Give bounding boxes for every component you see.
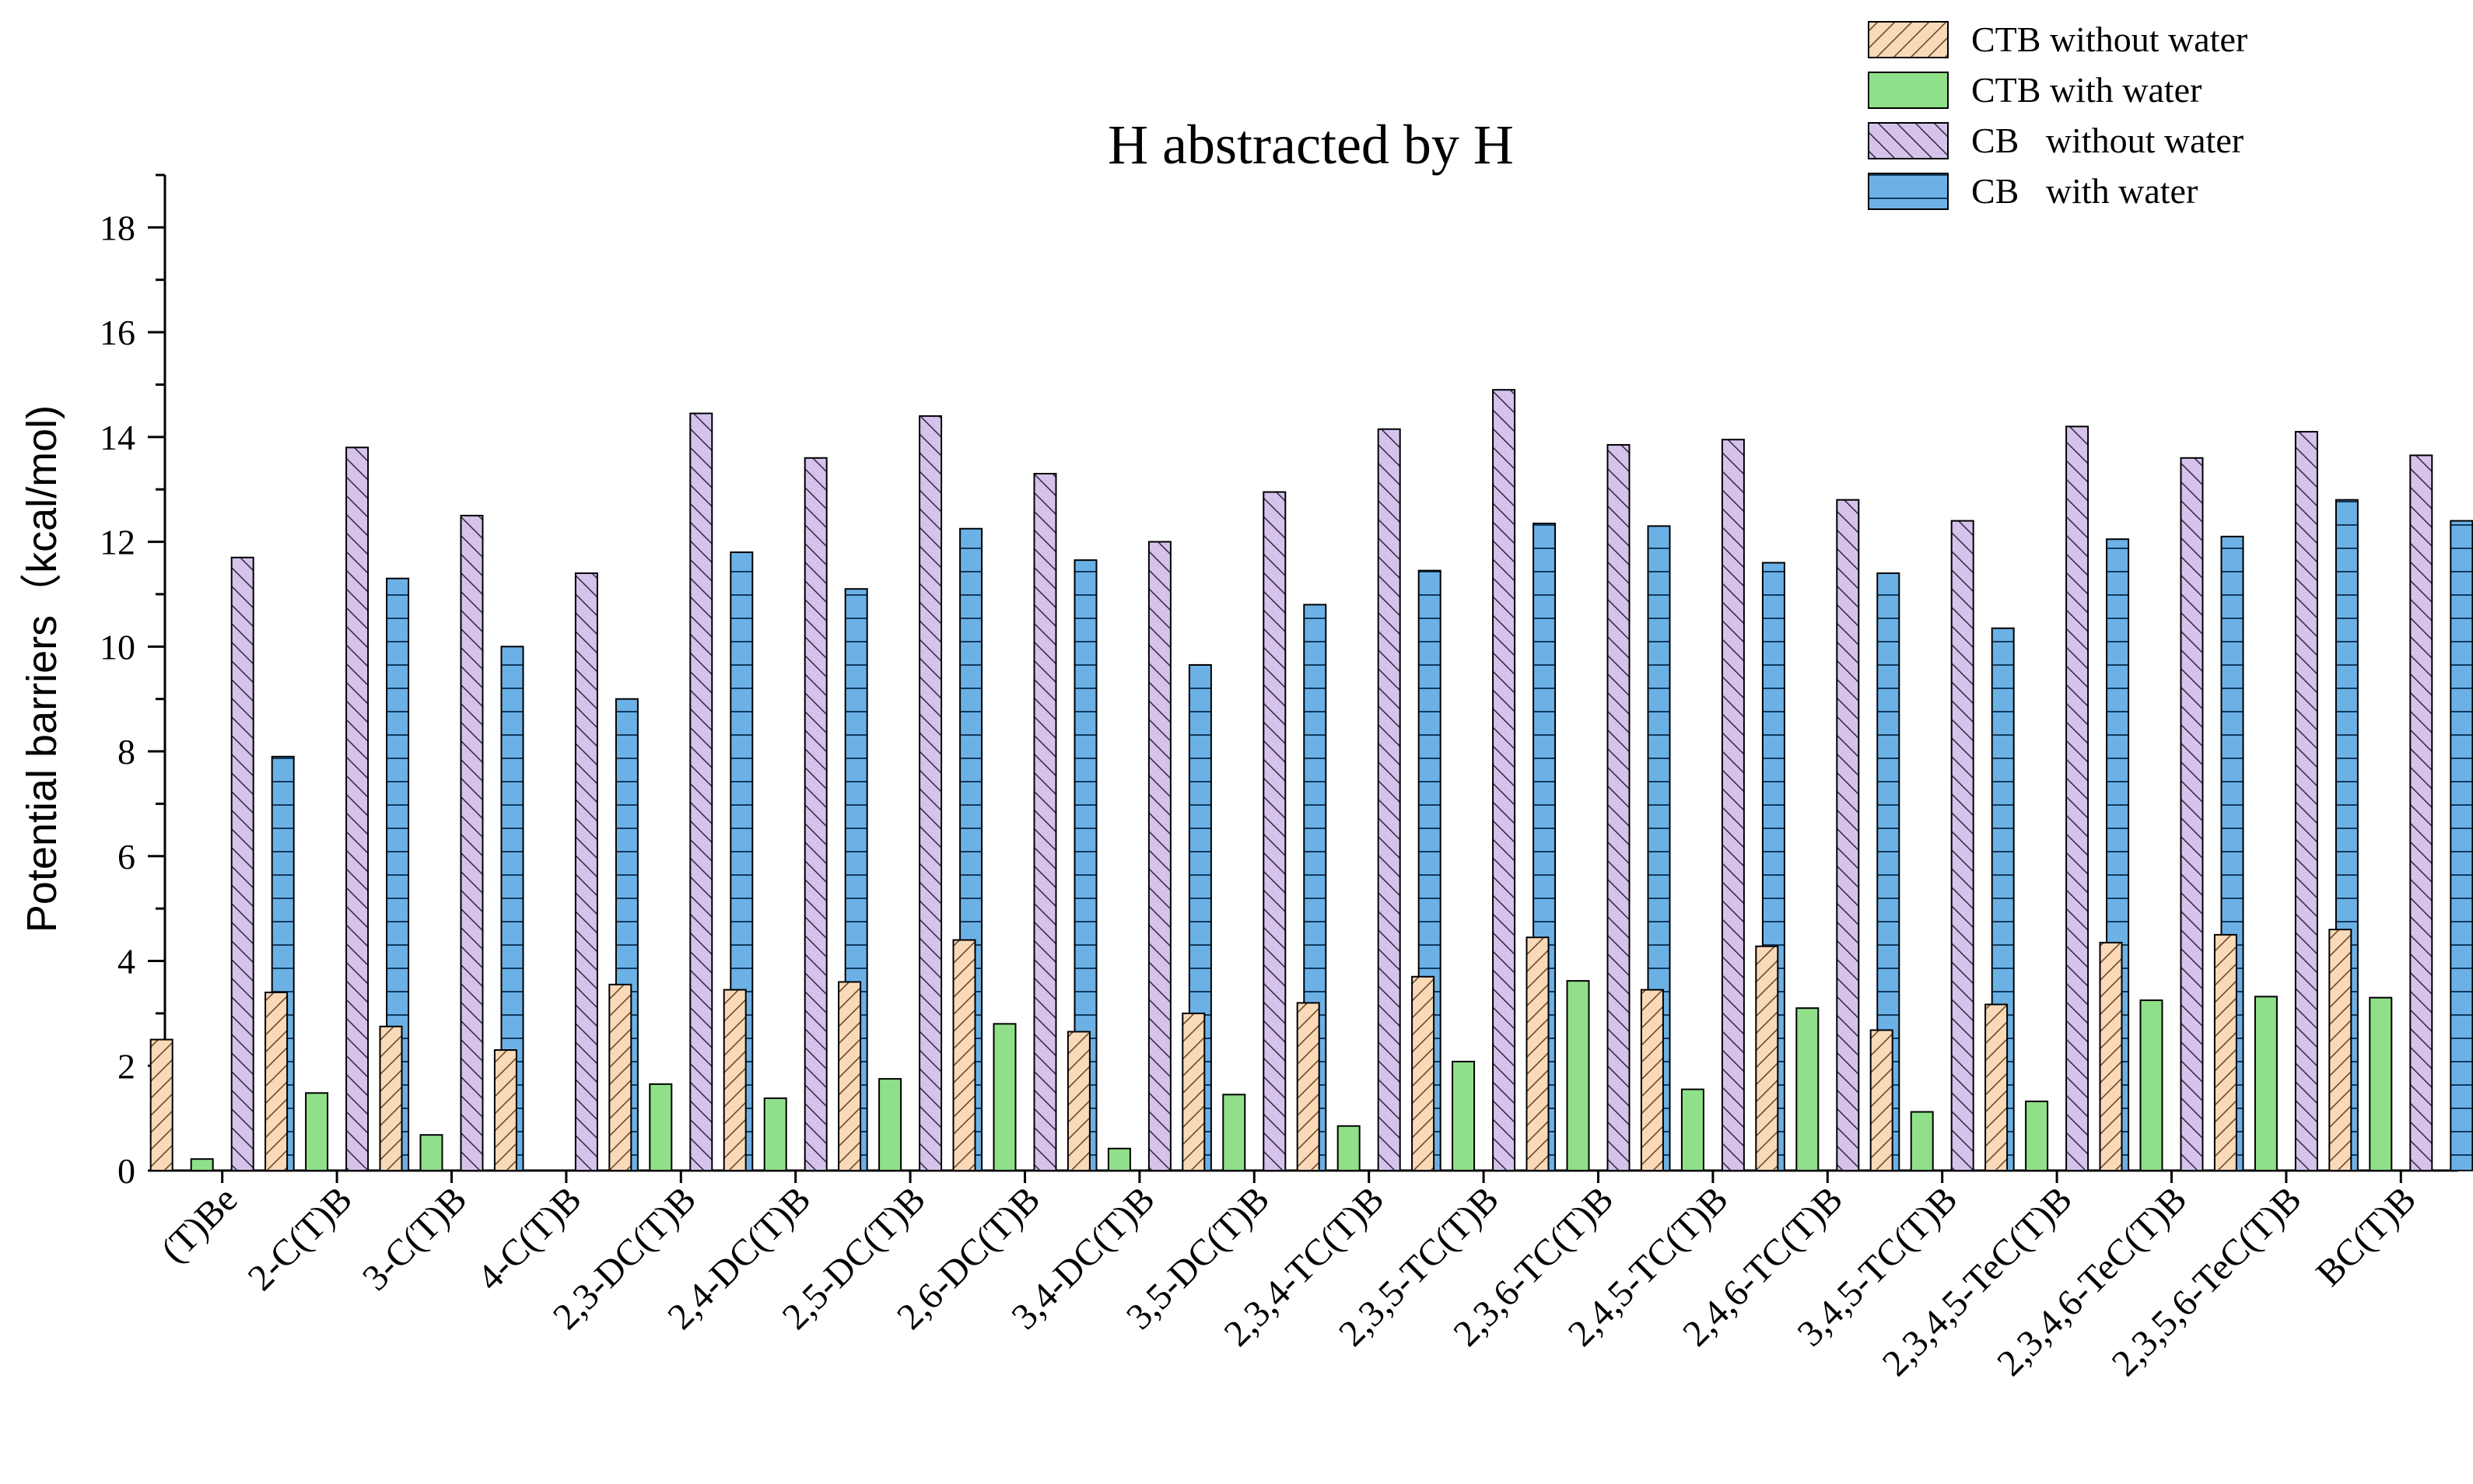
bar[interactable]: [1182, 1012, 1206, 1172]
y-tick-label: 16: [100, 313, 135, 352]
bar[interactable]: [419, 1134, 443, 1171]
y-tick-label: 2: [117, 1046, 135, 1086]
bar[interactable]: [2254, 996, 2278, 1171]
bar[interactable]: [838, 981, 862, 1171]
bar[interactable]: [345, 446, 370, 1171]
bar[interactable]: [804, 457, 828, 1171]
bar[interactable]: [993, 1023, 1017, 1171]
bar[interactable]: [1910, 1111, 1934, 1171]
bar[interactable]: [149, 1038, 173, 1172]
bar[interactable]: [2369, 996, 2393, 1171]
bar[interactable]: [2409, 454, 2433, 1171]
bar[interactable]: [2065, 425, 2089, 1171]
bar[interactable]: [649, 1083, 673, 1172]
bar[interactable]: [1984, 1003, 2009, 1172]
bar[interactable]: [1411, 975, 1435, 1171]
legend-swatch: [1868, 122, 1949, 159]
y-tick-label: 8: [117, 732, 135, 772]
y-tick-label: 12: [100, 523, 135, 562]
bar[interactable]: [1836, 499, 1860, 1171]
bar[interactable]: [2328, 929, 2352, 1171]
legend-label: CB with water: [1971, 171, 2198, 211]
bar[interactable]: [574, 572, 598, 1171]
bar[interactable]: [1263, 491, 1287, 1171]
bar[interactable]: [1107, 1147, 1131, 1172]
x-tick-label: 2-C(T)B: [240, 1178, 360, 1298]
bar[interactable]: [460, 514, 484, 1171]
bar[interactable]: [2139, 999, 2163, 1171]
x-tick-label: 4-C(T)B: [469, 1178, 589, 1298]
legend-swatch: [1868, 72, 1949, 109]
legend-label: CTB with water: [1971, 70, 2202, 110]
bar[interactable]: [763, 1097, 787, 1172]
legend: CTB without water CTB with water CB withou…: [1868, 19, 2247, 211]
bar[interactable]: [1606, 443, 1631, 1171]
bar[interactable]: [919, 415, 943, 1171]
y-axis-label: Potential barriers（kcal/mol): [19, 405, 65, 933]
bar[interactable]: [1640, 989, 1664, 1172]
bar[interactable]: [190, 1158, 214, 1172]
bar[interactable]: [689, 412, 713, 1171]
bar[interactable]: [1336, 1125, 1361, 1171]
bar[interactable]: [952, 939, 976, 1172]
bar[interactable]: [2025, 1101, 2049, 1172]
bar[interactable]: [305, 1092, 329, 1171]
bar[interactable]: [1296, 1002, 1320, 1171]
bar[interactable]: [2099, 941, 2123, 1172]
bar[interactable]: [2294, 431, 2318, 1171]
bar[interactable]: [1721, 439, 1745, 1171]
bar[interactable]: [1452, 1060, 1476, 1171]
legend-label: CB without water: [1971, 121, 2244, 160]
bar[interactable]: [878, 1078, 902, 1171]
bar[interactable]: [1950, 520, 1974, 1171]
bar[interactable]: [1795, 1007, 1820, 1171]
bar[interactable]: [1492, 389, 1516, 1172]
bar[interactable]: [1525, 936, 1550, 1172]
bar[interactable]: [608, 983, 632, 1172]
bar[interactable]: [2450, 520, 2473, 1171]
bar[interactable]: [379, 1025, 403, 1171]
plot-area: 0 2 4 6 8 10 12 14 16 18 (T)Be2-C(T)B3-C(T)B4-C(T)…: [100, 173, 2473, 1384]
x-tick-label: (T)Be: [153, 1178, 246, 1271]
bar[interactable]: [1869, 1029, 1893, 1171]
legend-swatch: [1868, 21, 1949, 58]
bar[interactable]: [2213, 933, 2237, 1172]
legend-swatch: [1868, 173, 1949, 210]
x-tick-label: BC(T)B: [2308, 1178, 2424, 1294]
bar[interactable]: [1222, 1094, 1246, 1172]
bar[interactable]: [1067, 1031, 1091, 1171]
bar[interactable]: [230, 556, 254, 1171]
chart-title: H abstracted by H: [1108, 114, 1514, 176]
y-tick-label: 0: [117, 1151, 135, 1191]
bar[interactable]: [493, 1049, 517, 1171]
bar[interactable]: [2180, 457, 2204, 1171]
y-tick-label: 6: [117, 837, 135, 877]
bar[interactable]: [723, 989, 747, 1172]
y-tick-label: 14: [100, 418, 135, 457]
bar[interactable]: [1566, 980, 1590, 1172]
y-tick-label: 18: [100, 208, 135, 247]
x-tick-label: 3-C(T)B: [355, 1178, 475, 1298]
y-tick-label: 10: [100, 627, 135, 667]
bar[interactable]: [264, 991, 289, 1172]
bar[interactable]: [1147, 541, 1172, 1171]
legend-label: CTB without water: [1971, 19, 2247, 59]
bar[interactable]: [1755, 945, 1779, 1172]
bar[interactable]: [1033, 473, 1057, 1171]
y-tick-label: 4: [117, 942, 135, 982]
bar[interactable]: [1377, 428, 1401, 1171]
bar[interactable]: [1680, 1088, 1704, 1172]
